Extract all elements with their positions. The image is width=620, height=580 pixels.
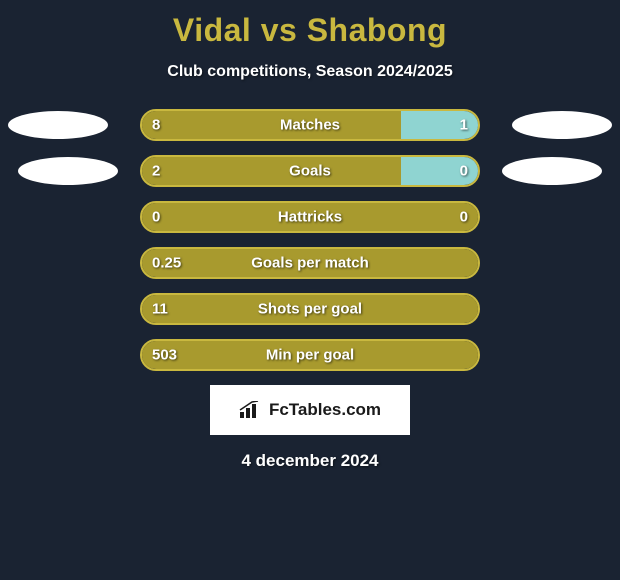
left-value: 11 — [152, 301, 168, 318]
stat-label: Min per goal — [266, 347, 354, 364]
stat-label: Hattricks — [278, 209, 342, 226]
stat-bar: 2 0 Goals — [140, 155, 480, 187]
left-value: 503 — [152, 347, 177, 364]
bar-left-segment: 2 — [142, 157, 401, 185]
stat-label: Goals per match — [251, 255, 369, 272]
right-value: 0 — [460, 163, 468, 180]
bar-left-segment: 8 — [142, 111, 401, 139]
stat-bar: 11 Shots per goal — [140, 293, 480, 325]
left-value: 0 — [152, 209, 160, 226]
logo-text: FcTables.com — [269, 400, 381, 420]
stat-row: 0 0 Hattricks — [0, 201, 620, 233]
right-value: 1 — [460, 117, 468, 134]
page-title: Vidal vs Shabong — [0, 0, 620, 49]
stat-bar: 503 Min per goal — [140, 339, 480, 371]
stat-label: Goals — [289, 163, 331, 180]
left-value: 2 — [152, 163, 160, 180]
stat-row: 11 Shots per goal — [0, 293, 620, 325]
stat-row: 8 1 Matches — [0, 109, 620, 141]
stat-label: Shots per goal — [258, 301, 362, 318]
bar-right-segment: 0 — [401, 157, 478, 185]
left-value: 8 — [152, 117, 160, 134]
stat-row: 503 Min per goal — [0, 339, 620, 371]
stat-bar: 0.25 Goals per match — [140, 247, 480, 279]
stat-bar: 8 1 Matches — [140, 109, 480, 141]
stats-area: 8 1 Matches 2 0 Goals 0 0 Hattricks 0.25 Goals per… — [0, 109, 620, 371]
logo-box: FcTables.com — [210, 385, 410, 435]
right-value: 0 — [460, 209, 468, 226]
stat-row: 2 0 Goals — [0, 155, 620, 187]
stat-bar: 0 0 Hattricks — [140, 201, 480, 233]
left-value: 0.25 — [152, 255, 181, 272]
bar-right-segment: 1 — [401, 111, 478, 139]
stat-label: Matches — [280, 117, 340, 134]
subtitle: Club competitions, Season 2024/2025 — [0, 63, 620, 81]
bar-chart-icon — [239, 401, 263, 419]
stat-row: 0.25 Goals per match — [0, 247, 620, 279]
date-label: 4 december 2024 — [0, 451, 620, 471]
